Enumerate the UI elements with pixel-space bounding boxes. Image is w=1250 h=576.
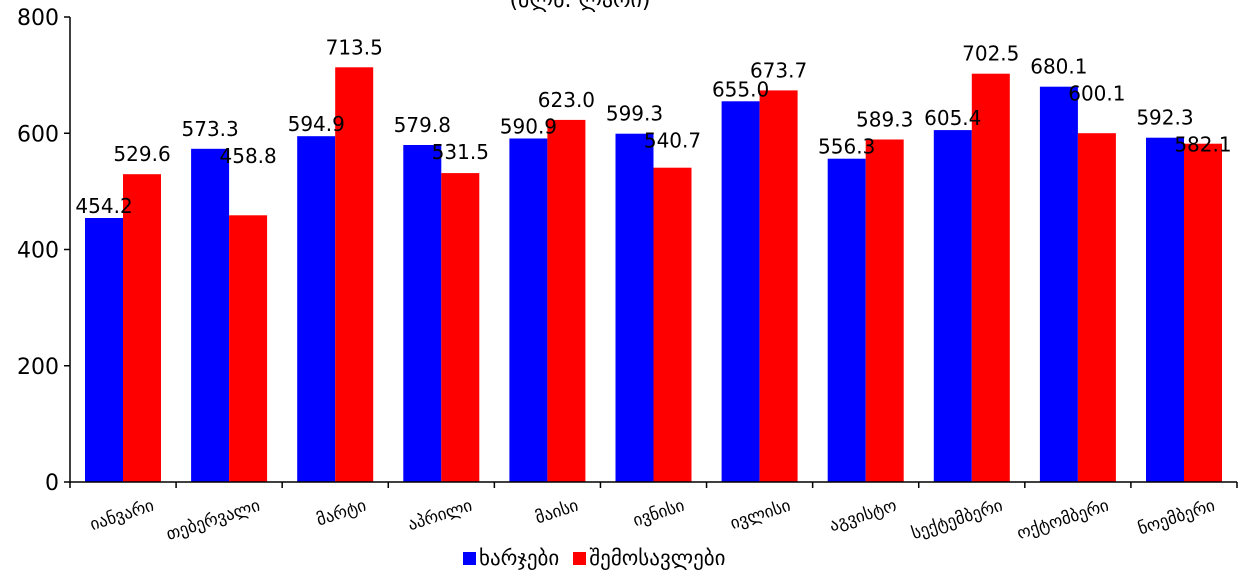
bar-revenues-5	[653, 167, 692, 482]
category-label-2: მარტი	[314, 496, 369, 531]
legend-swatch-revenues	[573, 551, 587, 565]
bar-expenses-3	[403, 145, 442, 482]
data-label-revenues-8: 702.5	[962, 42, 1019, 66]
bar-revenues-3	[441, 173, 480, 482]
data-label-expenses-6: 655.0	[712, 77, 769, 101]
y-tick-label-3: 600	[17, 122, 59, 147]
data-label-revenues-0: 529.6	[113, 142, 170, 166]
data-label-expenses-9: 680.1	[1030, 55, 1087, 79]
category-label-10: ნოემბერი	[1136, 496, 1218, 540]
bar-revenues-0	[123, 174, 161, 482]
y-tick-label-4: 800	[17, 6, 59, 31]
legend-item-revenues: შემოსავლები	[573, 546, 725, 570]
data-label-revenues-1: 458.8	[220, 144, 277, 168]
data-label-expenses-8: 605.4	[924, 106, 981, 130]
data-label-expenses-5: 599.3	[606, 102, 663, 126]
data-label-expenses-2: 594.9	[288, 112, 345, 136]
bar-revenues-2	[335, 67, 374, 483]
data-label-expenses-10: 592.3	[1136, 106, 1193, 130]
data-label-revenues-7: 589.3	[856, 107, 913, 131]
category-label-8: სექტემბერი	[909, 496, 1005, 544]
legend-swatch-expenses	[463, 551, 476, 565]
bar-revenues-7	[865, 139, 904, 482]
data-label-revenues-5: 540.7	[644, 129, 701, 153]
data-label-revenues-6: 673.7	[750, 58, 807, 82]
bar-expenses-1	[191, 148, 230, 483]
category-label-1: თებერვალი	[164, 496, 263, 545]
bar-revenues-1	[229, 215, 268, 483]
bar-expenses-5	[615, 133, 654, 482]
data-label-expenses-3: 579.8	[394, 113, 451, 137]
category-label-3: აპრილი	[405, 496, 474, 536]
bar-expenses-0	[85, 218, 123, 482]
data-label-expenses-1: 573.3	[182, 117, 239, 141]
bar-revenues-8	[971, 73, 1010, 482]
bar-expenses-2	[297, 136, 336, 482]
data-label-expenses-4: 590.9	[500, 115, 557, 139]
bar-expenses-10	[1146, 137, 1184, 482]
legend-item-expenses: ხარჯები	[463, 546, 559, 570]
bar-chart: 0 200 400 600 800 იანვარი თებერვალი მარტი აპრილი…	[17, 6, 1238, 545]
data-label-revenues-2: 713.5	[326, 35, 383, 59]
y-tick-label-0: 0	[45, 471, 59, 496]
bar-revenues-10	[1184, 143, 1222, 482]
legend-label-expenses: ხარჯები	[479, 546, 560, 570]
category-label-0: იანვარი	[88, 496, 157, 535]
bar-expenses-4	[509, 138, 548, 482]
chart-legend: ხარჯები შემოსავლები	[463, 545, 739, 571]
bar-expenses-7	[827, 158, 866, 482]
bar-revenues-6	[759, 90, 798, 483]
category-label-5: ივნისი	[631, 496, 687, 531]
bar-expenses-8	[933, 130, 972, 482]
bar-expenses-6	[721, 101, 760, 483]
data-label-revenues-10: 582.1	[1174, 133, 1231, 157]
category-label-4: მაისი	[533, 496, 581, 529]
data-label-revenues-3: 531.5	[432, 140, 489, 164]
data-label-revenues-4: 623.0	[538, 88, 595, 112]
category-label-7: აგვისტო	[827, 496, 899, 536]
data-label-expenses-0: 454.2	[75, 194, 132, 218]
bar-expenses-9	[1039, 86, 1078, 482]
category-label-9: ოქტომბერი	[1015, 496, 1112, 544]
bar-revenues-9	[1077, 133, 1116, 482]
data-label-revenues-9: 600.1	[1068, 82, 1125, 106]
category-label-6: ივლისი	[728, 496, 793, 534]
chart-subtitle: (მლნ. ლარი)	[509, 0, 651, 13]
legend-label-revenues: შემოსავლები	[589, 546, 726, 570]
y-tick-label-1: 200	[17, 355, 59, 380]
y-tick-label-2: 400	[17, 239, 59, 264]
data-label-expenses-7: 556.3	[818, 135, 875, 159]
bar-revenues-4	[547, 119, 586, 483]
